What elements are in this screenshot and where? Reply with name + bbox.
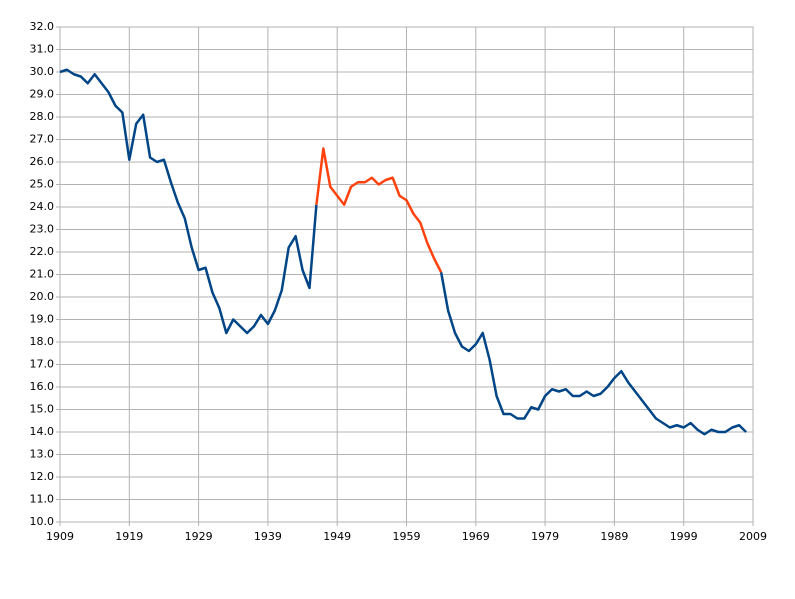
x-tick-label: 1949 bbox=[323, 530, 351, 543]
x-tick-label: 1939 bbox=[254, 530, 282, 543]
x-tick-label: 1979 bbox=[531, 530, 559, 543]
y-tick-label: 10.0 bbox=[30, 515, 55, 528]
line-series bbox=[59, 68, 747, 436]
x-tick-label: 2009 bbox=[739, 530, 767, 543]
y-tick-label: 23.0 bbox=[30, 223, 55, 236]
y-tick-label: 27.0 bbox=[30, 133, 55, 146]
y-tick-label: 17.0 bbox=[30, 358, 55, 371]
x-tick-label: 1959 bbox=[393, 530, 421, 543]
x-tick-label: 1969 bbox=[462, 530, 490, 543]
x-tick-label: 1909 bbox=[46, 530, 74, 543]
y-tick-label: 26.0 bbox=[30, 155, 55, 168]
y-tick-label: 29.0 bbox=[30, 88, 55, 101]
y-tick-label: 15.0 bbox=[30, 403, 55, 416]
y-tick-label: 30.0 bbox=[30, 65, 55, 78]
y-tick-label: 12.0 bbox=[30, 470, 55, 483]
line-series bbox=[315, 147, 443, 273]
y-tick-label: 19.0 bbox=[30, 313, 55, 326]
x-tick-label: 1929 bbox=[185, 530, 213, 543]
y-tick-label: 13.0 bbox=[30, 448, 55, 461]
y-tick-label: 31.0 bbox=[30, 43, 55, 56]
y-tick-label: 25.0 bbox=[30, 178, 55, 191]
y-tick-label: 22.0 bbox=[30, 245, 55, 258]
y-tick-label: 28.0 bbox=[30, 110, 55, 123]
y-tick-label: 21.0 bbox=[30, 268, 55, 281]
y-tick-label: 11.0 bbox=[30, 493, 55, 506]
y-tick-label: 32.0 bbox=[30, 20, 55, 33]
y-tick-label: 20.0 bbox=[30, 290, 55, 303]
y-tick-label: 24.0 bbox=[30, 200, 55, 213]
x-tick-label: 1919 bbox=[115, 530, 143, 543]
y-tick-label: 18.0 bbox=[30, 335, 55, 348]
y-tick-label: 16.0 bbox=[30, 380, 55, 393]
x-tick-label: 1999 bbox=[670, 530, 698, 543]
y-tick-label: 14.0 bbox=[30, 425, 55, 438]
x-tick-label: 1989 bbox=[600, 530, 628, 543]
